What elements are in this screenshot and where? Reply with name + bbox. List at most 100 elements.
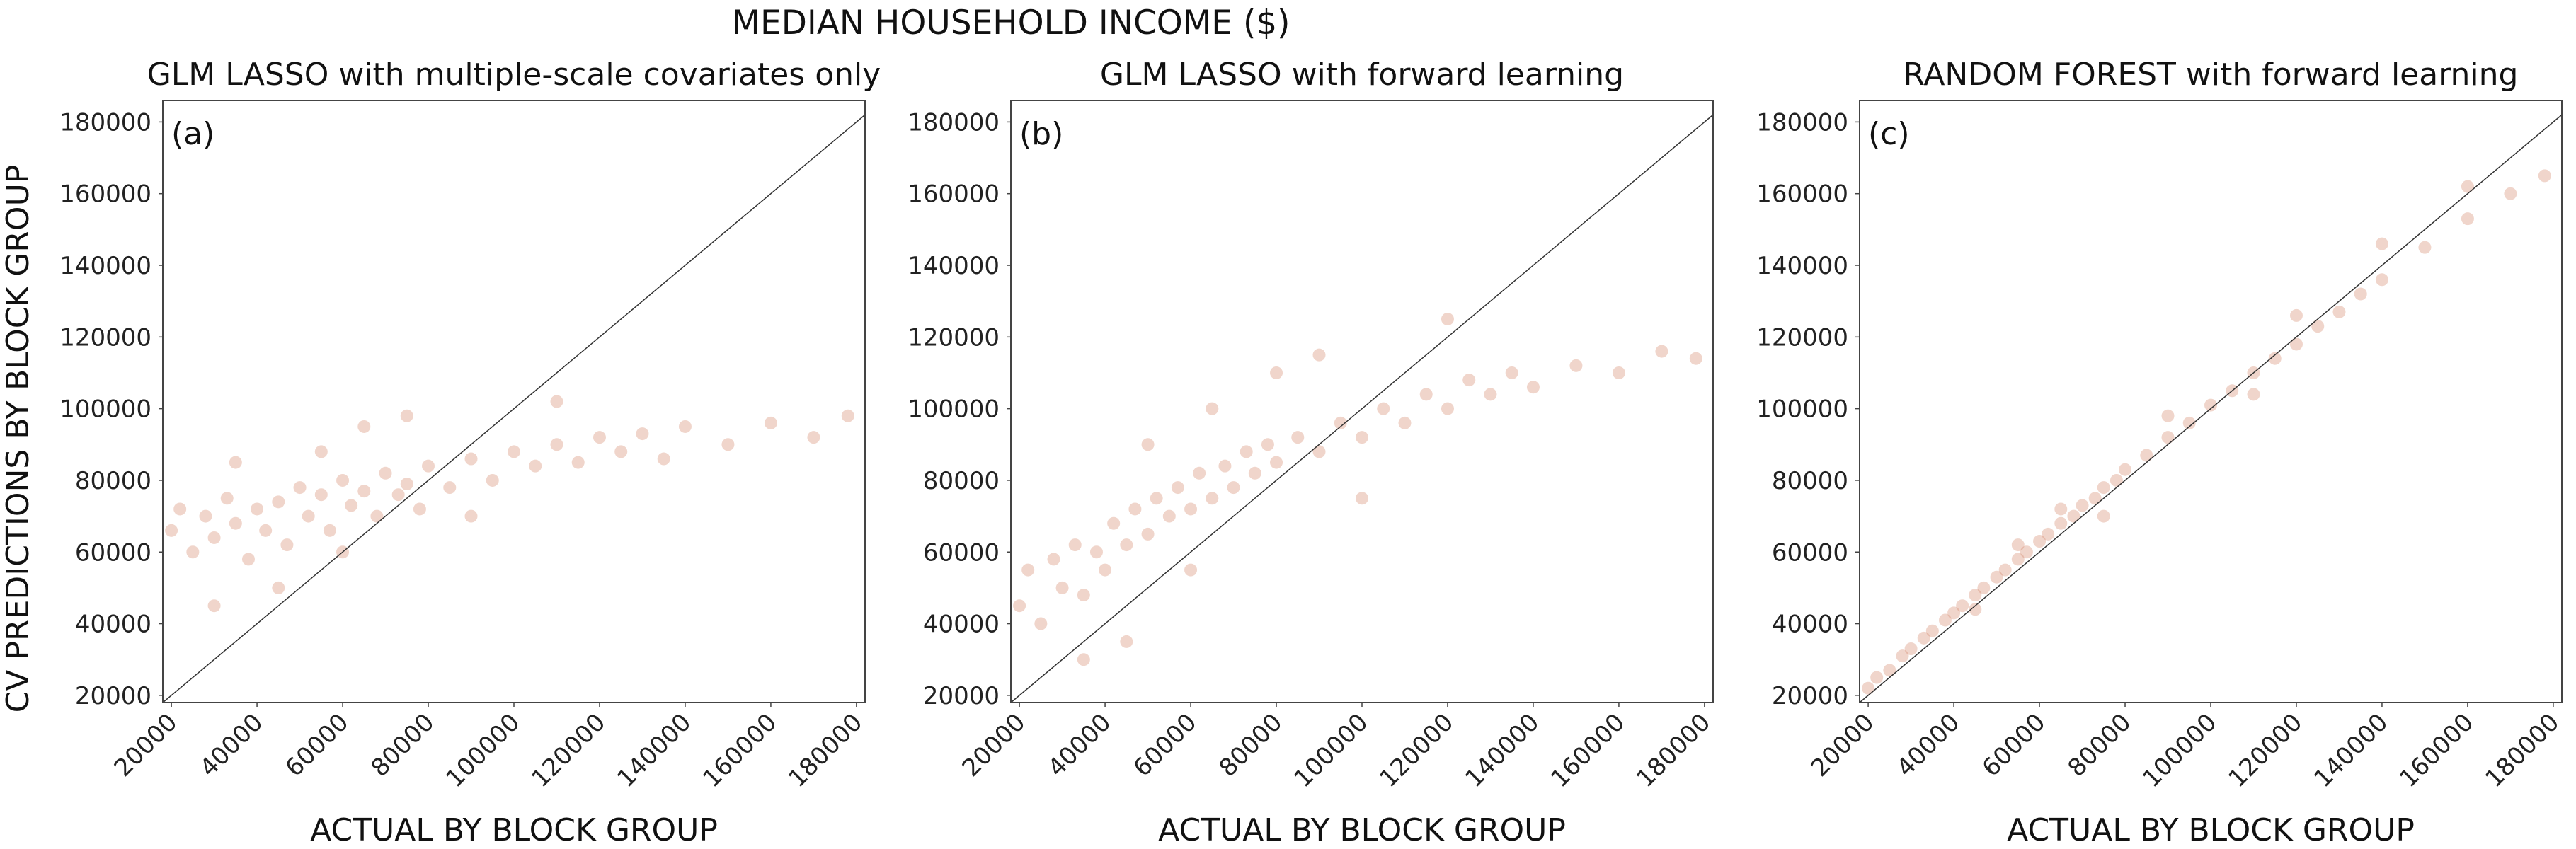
data-point bbox=[1270, 366, 1283, 379]
data-point bbox=[220, 492, 234, 505]
data-point bbox=[2097, 481, 2110, 495]
x-tick-label: 40000 bbox=[195, 708, 269, 782]
panel-title: GLM LASSO with forward learning bbox=[1100, 57, 1624, 93]
data-point bbox=[186, 545, 200, 559]
data-point bbox=[207, 531, 221, 544]
x-tick-label: 180000 bbox=[1631, 708, 1716, 793]
data-point bbox=[1398, 416, 1412, 429]
y-tick-label: 180000 bbox=[1756, 108, 1848, 137]
data-point bbox=[2033, 535, 2047, 548]
data-point bbox=[1248, 466, 1261, 480]
data-point bbox=[391, 488, 405, 502]
data-point bbox=[2311, 320, 2325, 333]
x-tick-label: 120000 bbox=[2223, 708, 2308, 793]
x-tick-label: 20000 bbox=[1806, 708, 1880, 782]
panel-label: (b) bbox=[1019, 116, 1063, 152]
x-tick-label: 140000 bbox=[1460, 708, 1545, 793]
data-point bbox=[841, 409, 854, 422]
data-point bbox=[1612, 366, 1625, 379]
data-point bbox=[1312, 348, 1326, 362]
data-point bbox=[1356, 431, 1368, 444]
data-point bbox=[229, 456, 242, 469]
figure-title: MEDIAN HOUSEHOLD INCOME ($) bbox=[731, 4, 1290, 42]
data-point bbox=[464, 452, 478, 466]
data-point bbox=[2354, 287, 2367, 301]
data-point bbox=[2161, 409, 2175, 422]
x-tick-label: 20000 bbox=[957, 708, 1031, 782]
panels: GLM LASSO with multiple-scale covariates… bbox=[59, 57, 2565, 848]
data-point bbox=[2110, 473, 2123, 487]
data-point bbox=[173, 502, 187, 516]
data-point bbox=[2067, 509, 2080, 523]
data-point bbox=[336, 473, 350, 487]
data-point bbox=[1938, 613, 1952, 627]
data-point bbox=[1099, 563, 1112, 577]
y-tick-label: 40000 bbox=[1772, 611, 1848, 639]
panel-1: GLM LASSO with multiple-scale covariates… bbox=[59, 57, 881, 848]
data-point bbox=[1526, 381, 1540, 394]
data-point bbox=[2504, 187, 2517, 200]
y-tick-label: 100000 bbox=[59, 395, 151, 424]
x-tick-label: 60000 bbox=[280, 708, 355, 782]
data-point bbox=[1120, 538, 1133, 552]
data-point bbox=[1270, 456, 1283, 469]
data-point bbox=[2375, 237, 2388, 250]
y-tick-label: 60000 bbox=[1772, 538, 1848, 567]
data-point bbox=[2119, 463, 2132, 476]
data-point bbox=[2076, 499, 2089, 512]
data-point bbox=[550, 438, 563, 451]
y-tick-label: 100000 bbox=[1756, 395, 1848, 424]
data-point bbox=[2097, 509, 2110, 523]
reference-line bbox=[1010, 114, 1714, 703]
data-point bbox=[280, 538, 294, 552]
data-point bbox=[1089, 545, 1103, 559]
data-point bbox=[571, 456, 585, 469]
data-point bbox=[1441, 312, 1454, 325]
data-point bbox=[1925, 624, 1939, 637]
data-point bbox=[1077, 653, 1090, 666]
data-point bbox=[314, 488, 328, 502]
data-point bbox=[2461, 212, 2474, 226]
data-point bbox=[1171, 481, 1184, 495]
data-point bbox=[241, 553, 255, 566]
x-tick-label: 160000 bbox=[697, 708, 782, 793]
data-point bbox=[1227, 481, 1240, 495]
data-point bbox=[1870, 671, 1884, 684]
panel-label: (c) bbox=[1868, 116, 1910, 152]
data-point bbox=[345, 499, 358, 512]
x-tick-label: 100000 bbox=[2137, 708, 2222, 793]
plot-frame bbox=[162, 100, 866, 703]
data-point bbox=[2054, 516, 2068, 530]
y-axis-label: CV PREDICTIONS BY BLOCK GROUP bbox=[0, 165, 36, 713]
panel-3: RANDOM FOREST with forward learning (c) 20… bbox=[1756, 57, 2565, 848]
data-point bbox=[1218, 459, 1232, 473]
data-point bbox=[1141, 527, 1155, 541]
data-point bbox=[2332, 305, 2346, 318]
data-point bbox=[2204, 398, 2217, 412]
x-tick-label: 100000 bbox=[440, 708, 525, 793]
data-point bbox=[2538, 169, 2551, 183]
data-point bbox=[1998, 563, 2012, 577]
data-point bbox=[721, 438, 735, 451]
data-point bbox=[1312, 445, 1326, 458]
data-point bbox=[1977, 581, 1991, 594]
x-axis-label: ACTUAL BY BLOCK GROUP bbox=[1158, 812, 1566, 848]
data-point bbox=[2182, 416, 2196, 429]
scatter-points bbox=[165, 395, 854, 613]
y-tick-label: 120000 bbox=[908, 323, 1000, 352]
data-point bbox=[1162, 509, 1176, 523]
data-point bbox=[1969, 603, 1982, 616]
data-point bbox=[1047, 553, 1060, 566]
reference-line bbox=[1859, 114, 2563, 703]
data-point bbox=[1484, 388, 1497, 401]
data-point bbox=[1120, 635, 1133, 648]
x-tick-label: 140000 bbox=[2308, 708, 2393, 793]
x-tick-label: 80000 bbox=[1214, 708, 1288, 782]
data-point bbox=[2161, 431, 2175, 444]
x-tick-label: 80000 bbox=[366, 708, 440, 782]
y-tick-label: 160000 bbox=[1756, 180, 1848, 209]
data-point bbox=[614, 445, 628, 458]
data-point bbox=[508, 445, 520, 458]
data-point bbox=[379, 466, 392, 480]
